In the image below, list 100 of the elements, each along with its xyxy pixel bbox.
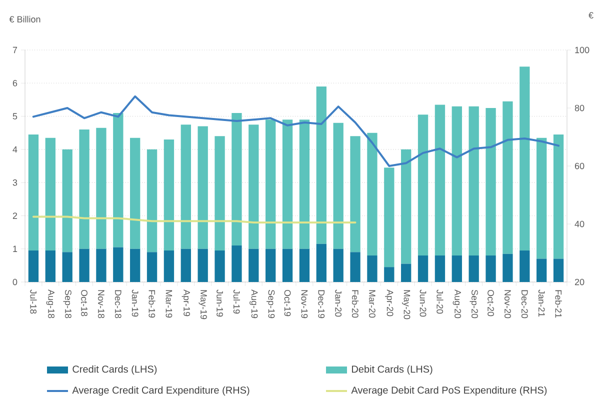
- bar: [333, 122, 344, 249]
- bar: [198, 248, 208, 282]
- bar: [248, 248, 259, 282]
- legend-label: Debit Cards (LHS): [352, 365, 432, 375]
- x-tick-label: Dec-18: [114, 290, 122, 318]
- bar: [468, 255, 479, 282]
- x-tick-label: Oct-19: [284, 290, 291, 316]
- bar: [198, 126, 208, 249]
- x-tick-label: Nov-19: [301, 290, 308, 318]
- bar: [180, 248, 191, 282]
- legend-label: Average Debit Card PoS Expenditure (RHS): [351, 386, 547, 396]
- bar: [79, 248, 90, 282]
- bar: [418, 114, 428, 256]
- x-tick-label: Sep-18: [63, 290, 72, 318]
- x-tick-label: Apr-19: [182, 290, 190, 316]
- x-tick-label: Jan-20: [335, 290, 342, 317]
- bar: [113, 247, 124, 282]
- y-tick-label: 6: [12, 80, 18, 86]
- bar: [418, 255, 428, 282]
- bar: [62, 149, 72, 252]
- y-tick-label: 4: [12, 146, 18, 153]
- x-tick-label: Dec-19: [318, 290, 325, 318]
- x-tick-label: Sep-20: [470, 290, 478, 318]
- bar: [146, 149, 158, 252]
- x-tick-label: Mar-19: [166, 290, 172, 318]
- bar: [401, 264, 412, 282]
- y-tick-label: 1: [13, 246, 18, 252]
- x-tick-label: Aug-18: [46, 290, 54, 318]
- bar: [28, 134, 39, 251]
- bar: [502, 101, 513, 254]
- bar: [232, 112, 242, 246]
- bar: [520, 250, 530, 282]
- bar: [350, 252, 360, 282]
- bar: [164, 139, 174, 251]
- bar: [96, 248, 106, 282]
- bar: [79, 130, 90, 249]
- y2-axis-title: €: [588, 12, 594, 18]
- x-tick-label: Feb-21: [555, 290, 562, 318]
- x-tick-label: Jan-21: [538, 290, 545, 317]
- bar: [232, 246, 242, 282]
- bar: [452, 106, 462, 256]
- y2-tick-label: 60: [574, 162, 584, 170]
- bar: [180, 124, 191, 249]
- x-tick-label: Sep-19: [266, 290, 275, 318]
- x-tick-label: Nov-20: [504, 290, 511, 318]
- bar: [164, 250, 174, 282]
- bar: [266, 248, 276, 282]
- x-tick-label: Jun-19: [216, 290, 223, 317]
- bar: [214, 136, 225, 251]
- bar: [486, 255, 496, 282]
- x-tick-label: Jul-18: [30, 290, 37, 314]
- bar: [401, 149, 412, 264]
- y-axis-title: € Billion: [9, 16, 40, 22]
- bar: [553, 258, 564, 282]
- bar: [316, 244, 326, 282]
- bar: [248, 124, 259, 249]
- legend-label: Average Credit Card Expenditure (RHS): [72, 386, 250, 396]
- bar: [502, 254, 513, 282]
- x-tick-label: Aug-20: [452, 290, 461, 318]
- x-tick-label: Feb-19: [148, 290, 156, 318]
- y2-tick-label: 20: [574, 278, 584, 286]
- x-tick-label: Nov-18: [98, 290, 104, 318]
- bar: [434, 255, 446, 282]
- x-tick-label: Dec-20: [521, 290, 528, 318]
- bar: [45, 138, 56, 251]
- bar: [333, 248, 344, 282]
- bar: [452, 255, 462, 282]
- y-tick-label: 0: [12, 278, 18, 286]
- y-tick-label: 7: [12, 46, 18, 54]
- bar: [130, 138, 140, 249]
- bar: [96, 128, 106, 249]
- x-tick-label: Aug-19: [250, 290, 258, 318]
- bar: [384, 168, 394, 268]
- x-tick-label: Mar-20: [369, 290, 376, 318]
- bar: [486, 108, 496, 256]
- legend-label: Credit Cards (LHS): [72, 365, 157, 375]
- bar: [214, 250, 225, 282]
- bar: [367, 255, 378, 282]
- bar: [520, 66, 530, 251]
- y-tick-label: 2: [12, 212, 18, 219]
- bar: [130, 248, 140, 282]
- y-tick-label: 3: [12, 179, 18, 186]
- x-tick-label: Jul-19: [233, 290, 240, 314]
- x-tick-label: Feb-20: [352, 290, 359, 318]
- bar: [299, 248, 310, 282]
- x-tick-label: May-20: [402, 290, 410, 320]
- bar: [536, 138, 547, 259]
- y2-tick-label: 80: [574, 104, 584, 112]
- bar: [146, 252, 158, 282]
- y2-tick-label: 40: [574, 220, 584, 228]
- x-tick-label: Jan-19: [132, 290, 138, 317]
- bar: [434, 104, 446, 256]
- bar: [536, 258, 547, 282]
- x-tick-label: Apr-20: [385, 290, 394, 316]
- x-tick-label: May-19: [198, 290, 207, 320]
- bar: [28, 250, 39, 282]
- x-tick-label: Oct-20: [488, 290, 494, 316]
- bar: [367, 132, 378, 256]
- bar: [62, 252, 72, 282]
- bar: [350, 136, 360, 252]
